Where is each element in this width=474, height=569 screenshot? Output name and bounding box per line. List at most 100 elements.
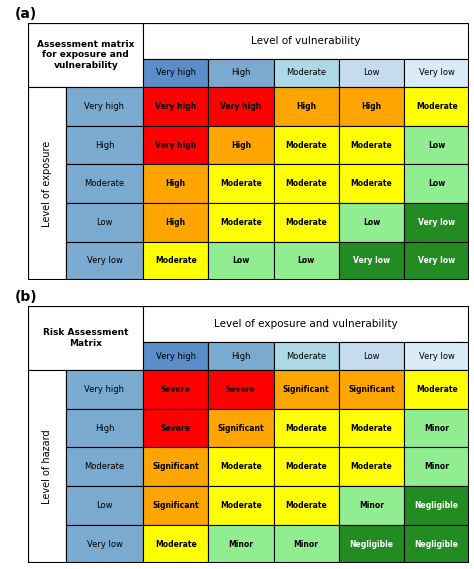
FancyBboxPatch shape	[339, 242, 404, 280]
Text: Significant: Significant	[348, 385, 395, 394]
Text: Negligible: Negligible	[415, 539, 459, 549]
FancyBboxPatch shape	[273, 87, 339, 126]
FancyBboxPatch shape	[28, 87, 66, 280]
FancyBboxPatch shape	[208, 486, 273, 525]
FancyBboxPatch shape	[273, 126, 339, 164]
Text: Low: Low	[428, 141, 445, 150]
FancyBboxPatch shape	[339, 164, 404, 203]
FancyBboxPatch shape	[143, 23, 469, 59]
FancyBboxPatch shape	[339, 126, 404, 164]
Text: Very low: Very low	[87, 539, 122, 549]
FancyBboxPatch shape	[273, 342, 339, 370]
FancyBboxPatch shape	[143, 164, 208, 203]
Text: Severe: Severe	[161, 385, 191, 394]
Text: Moderate: Moderate	[416, 102, 457, 111]
FancyBboxPatch shape	[339, 342, 404, 370]
FancyBboxPatch shape	[208, 203, 273, 242]
FancyBboxPatch shape	[208, 164, 273, 203]
Text: High: High	[95, 141, 114, 150]
Text: (b): (b)	[15, 290, 38, 304]
FancyBboxPatch shape	[208, 409, 273, 447]
FancyBboxPatch shape	[28, 306, 143, 370]
FancyBboxPatch shape	[143, 342, 208, 370]
Text: Very high: Very high	[155, 102, 196, 111]
FancyBboxPatch shape	[143, 242, 208, 280]
FancyBboxPatch shape	[66, 486, 143, 525]
FancyBboxPatch shape	[339, 409, 404, 447]
FancyBboxPatch shape	[66, 164, 143, 203]
FancyBboxPatch shape	[143, 126, 208, 164]
Text: Very high: Very high	[220, 102, 262, 111]
Text: Very high: Very high	[84, 385, 125, 394]
Text: Minor: Minor	[424, 462, 449, 471]
FancyBboxPatch shape	[208, 242, 273, 280]
Text: Moderate: Moderate	[220, 218, 262, 227]
FancyBboxPatch shape	[404, 242, 469, 280]
FancyBboxPatch shape	[404, 203, 469, 242]
FancyBboxPatch shape	[404, 525, 469, 563]
Text: Moderate: Moderate	[155, 539, 197, 549]
FancyBboxPatch shape	[66, 87, 143, 126]
FancyBboxPatch shape	[273, 203, 339, 242]
Text: Moderate: Moderate	[350, 462, 392, 471]
Text: Very low: Very low	[353, 257, 390, 265]
Text: Very low: Very low	[418, 218, 455, 227]
Text: High: High	[231, 141, 251, 150]
Text: Low: Low	[96, 218, 113, 227]
Text: Very high: Very high	[155, 68, 196, 77]
FancyBboxPatch shape	[143, 370, 208, 409]
FancyBboxPatch shape	[339, 486, 404, 525]
Text: High: High	[231, 352, 251, 361]
FancyBboxPatch shape	[143, 306, 469, 342]
Text: Minor: Minor	[294, 539, 319, 549]
Text: Low: Low	[363, 218, 380, 227]
Text: Low: Low	[428, 179, 445, 188]
FancyBboxPatch shape	[339, 447, 404, 486]
Text: Moderate: Moderate	[285, 179, 327, 188]
Text: Level of hazard: Level of hazard	[42, 430, 52, 504]
FancyBboxPatch shape	[404, 370, 469, 409]
Text: High: High	[95, 424, 114, 432]
Text: Very high: Very high	[84, 102, 125, 111]
Text: Low: Low	[363, 68, 380, 77]
FancyBboxPatch shape	[143, 409, 208, 447]
Text: Level of exposure: Level of exposure	[42, 141, 52, 227]
Text: Moderate: Moderate	[155, 257, 197, 265]
Text: Significant: Significant	[283, 385, 329, 394]
Text: Moderate: Moderate	[285, 218, 327, 227]
FancyBboxPatch shape	[339, 370, 404, 409]
Text: Moderate: Moderate	[285, 462, 327, 471]
Text: Moderate: Moderate	[350, 424, 392, 432]
FancyBboxPatch shape	[28, 370, 66, 563]
FancyBboxPatch shape	[273, 242, 339, 280]
FancyBboxPatch shape	[339, 203, 404, 242]
Text: Moderate: Moderate	[285, 141, 327, 150]
FancyBboxPatch shape	[208, 525, 273, 563]
FancyBboxPatch shape	[143, 447, 208, 486]
Text: High: High	[296, 102, 316, 111]
Text: Moderate: Moderate	[84, 179, 125, 188]
Text: Moderate: Moderate	[285, 424, 327, 432]
Text: Low: Low	[96, 501, 113, 510]
FancyBboxPatch shape	[28, 23, 143, 87]
FancyBboxPatch shape	[208, 370, 273, 409]
Text: Very low: Very low	[419, 68, 455, 77]
FancyBboxPatch shape	[404, 409, 469, 447]
FancyBboxPatch shape	[66, 203, 143, 242]
FancyBboxPatch shape	[404, 447, 469, 486]
Text: Severe: Severe	[226, 385, 256, 394]
FancyBboxPatch shape	[404, 486, 469, 525]
FancyBboxPatch shape	[339, 87, 404, 126]
FancyBboxPatch shape	[273, 164, 339, 203]
FancyBboxPatch shape	[273, 370, 339, 409]
FancyBboxPatch shape	[273, 409, 339, 447]
Text: Negligible: Negligible	[415, 501, 459, 510]
FancyBboxPatch shape	[404, 342, 469, 370]
FancyBboxPatch shape	[66, 525, 143, 563]
Text: Severe: Severe	[161, 424, 191, 432]
FancyBboxPatch shape	[66, 242, 143, 280]
Text: Moderate: Moderate	[84, 462, 125, 471]
Text: Minor: Minor	[228, 539, 254, 549]
FancyBboxPatch shape	[404, 59, 469, 87]
Text: Significant: Significant	[218, 424, 264, 432]
